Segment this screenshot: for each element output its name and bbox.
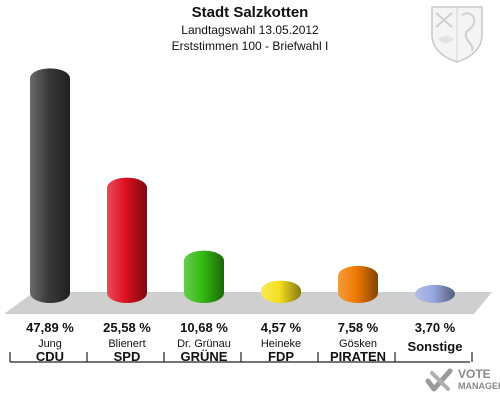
category-label-spd: SPD (113, 349, 141, 364)
candidate-label-cdu: Jung (38, 338, 62, 350)
category-label-piraten: PIRATEN (329, 349, 387, 364)
category-label-grüne: GRÜNE (180, 349, 228, 364)
logo-text-vote: VOTE (458, 367, 491, 381)
bar-grüne (184, 250, 224, 303)
chart-title: Stadt Salzkotten (191, 4, 309, 21)
candidate-label-piraten: Gösken (339, 338, 377, 350)
value-label-cdu: 47,89 % (26, 320, 74, 335)
bar-spd (107, 177, 147, 303)
vote-manager-logo-icon (425, 368, 453, 392)
bar-sonstige (415, 284, 455, 303)
category-label-cdu: CDU (35, 349, 65, 364)
value-label-sonstige: 3,70 % (414, 320, 456, 335)
value-label-spd: 25,58 % (103, 320, 151, 335)
value-label-piraten: 7,58 % (337, 320, 379, 335)
coat-of-arms-icon (431, 6, 483, 63)
value-label-grüne: 10,68 % (180, 320, 228, 335)
value-label-fdp: 4,57 % (260, 320, 302, 335)
chart-subtitle-election: Landtagswahl 13.05.2012 (181, 23, 319, 37)
candidate-label-fdp: Heineke (260, 338, 302, 350)
bar-cdu (30, 68, 70, 304)
category-label-fdp: FDP (268, 349, 294, 364)
candidate-label-grüne: Dr. Grünau (177, 338, 231, 350)
candidate-label-spd: Blienert (108, 338, 146, 350)
bar-fdp (261, 280, 301, 303)
bar-piraten (338, 265, 378, 303)
logo-text-manager: MANAGER (458, 381, 500, 391)
category-label-sonstige: Sonstige (407, 339, 463, 354)
chart-subtitle-district: Erststimmen 100 - Briefwahl I (171, 39, 329, 53)
